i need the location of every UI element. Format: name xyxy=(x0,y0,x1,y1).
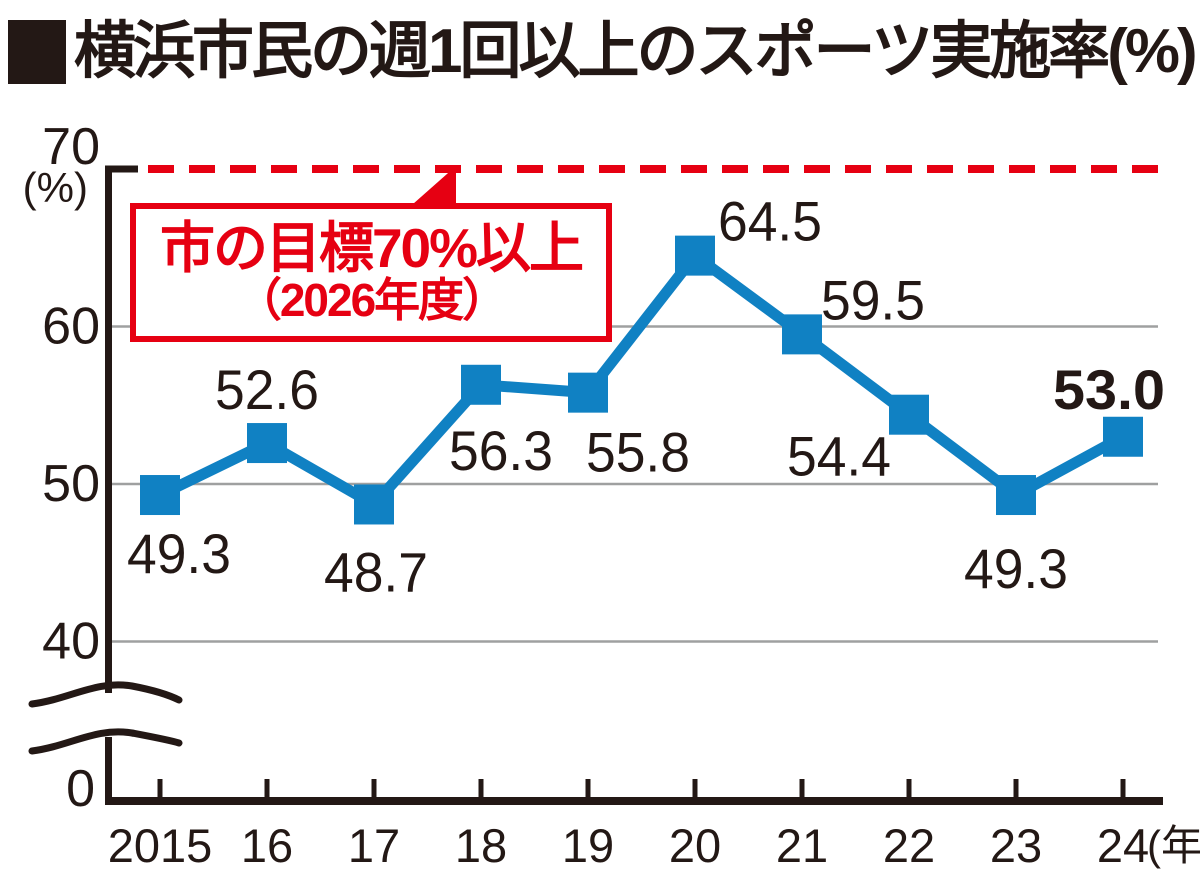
y-axis-line-lower xyxy=(105,737,112,805)
y-axis-top-stub xyxy=(105,165,138,173)
axis-break-wave xyxy=(28,728,183,755)
data-point xyxy=(461,364,501,405)
target-callout-line2: （2026年度） xyxy=(235,274,508,327)
callout-pointer-triangle xyxy=(413,166,456,204)
x-tick-label: 2015 xyxy=(108,819,213,872)
data-point-label: 55.8 xyxy=(586,421,690,484)
x-axis-tick xyxy=(264,779,270,797)
y-tick-label: 70 xyxy=(42,118,100,176)
x-axis-tick xyxy=(906,779,912,797)
x-tick-label: 17 xyxy=(348,819,400,872)
data-point-label: 49.3 xyxy=(964,537,1068,600)
data-point-label: 53.0 xyxy=(1053,358,1165,421)
x-tick-label: 21 xyxy=(776,819,828,872)
data-point xyxy=(354,484,394,525)
data-point xyxy=(140,475,180,516)
x-tick-label: 23 xyxy=(990,819,1042,872)
x-axis-tick xyxy=(371,779,377,797)
data-point xyxy=(889,394,929,435)
chart-title-bar: 横浜市民の週1回以上のスポーツ実施率(%) xyxy=(8,17,1198,86)
y-tick-label: 60 xyxy=(42,298,100,356)
data-point-label: 54.4 xyxy=(787,425,891,488)
x-axis-tick xyxy=(478,779,484,797)
y-axis-unit: (%) xyxy=(23,164,88,211)
data-point-label: 64.5 xyxy=(718,190,822,253)
y-tick-label: 40 xyxy=(42,613,100,671)
x-tick-label: 20 xyxy=(669,819,721,872)
data-point-label: 48.7 xyxy=(324,540,428,603)
data-point-label: 59.5 xyxy=(821,268,925,331)
title-bullet-icon xyxy=(8,20,66,85)
data-point-label: 56.3 xyxy=(449,419,553,482)
axis-break-wave xyxy=(28,681,183,708)
x-axis-tick xyxy=(692,779,698,797)
target-callout-box: 市の目標70%以上 （2026年度） xyxy=(130,203,612,342)
data-point xyxy=(675,235,715,276)
data-point xyxy=(247,423,287,464)
y-tick-label: 50 xyxy=(42,455,100,513)
data-point xyxy=(568,372,608,413)
data-point-label: 49.3 xyxy=(127,522,231,585)
y-tick-label: 0 xyxy=(66,760,95,818)
data-point xyxy=(996,475,1036,516)
x-axis-tick xyxy=(1120,779,1126,797)
data-point xyxy=(782,314,822,355)
x-axis-unit: (年) xyxy=(1147,822,1200,869)
x-tick-label: 18 xyxy=(455,819,507,872)
data-point-label: 52.6 xyxy=(215,358,319,421)
y-axis-line-upper xyxy=(105,165,112,693)
x-axis-tick xyxy=(1013,779,1019,797)
x-axis-line xyxy=(105,797,1163,805)
x-tick-label: 24 xyxy=(1097,819,1149,872)
x-axis-tick xyxy=(157,779,163,797)
x-tick-label: 19 xyxy=(562,819,614,872)
x-axis-tick xyxy=(585,779,591,797)
x-tick-label: 16 xyxy=(241,819,293,872)
x-tick-label: 22 xyxy=(883,819,935,872)
x-axis-tick xyxy=(799,779,805,797)
chart-title: 横浜市民の週1回以上のスポーツ実施率(%) xyxy=(74,17,1198,86)
target-callout-line1: 市の目標70%以上 xyxy=(159,217,584,280)
data-point xyxy=(1103,416,1143,457)
data-line xyxy=(157,248,1126,512)
